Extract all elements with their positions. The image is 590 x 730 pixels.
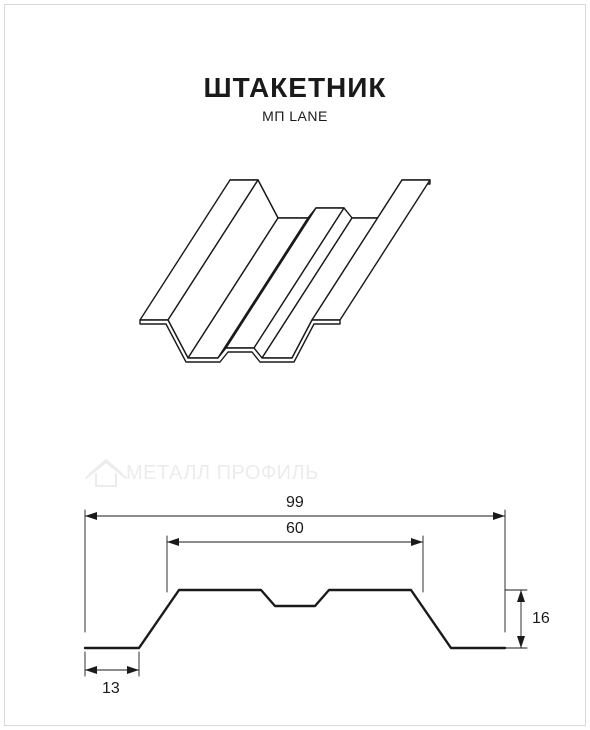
page-title: ШТАКЕТНИК xyxy=(0,72,590,104)
dim-overall-width: 99 xyxy=(286,494,304,512)
dim-flange: 13 xyxy=(102,680,120,698)
dim-top-width: 60 xyxy=(286,520,304,538)
dim-height: 16 xyxy=(532,610,550,628)
isometric-view xyxy=(110,160,480,390)
section-drawing xyxy=(55,480,535,700)
page-subtitle: МП LANE xyxy=(0,108,590,124)
